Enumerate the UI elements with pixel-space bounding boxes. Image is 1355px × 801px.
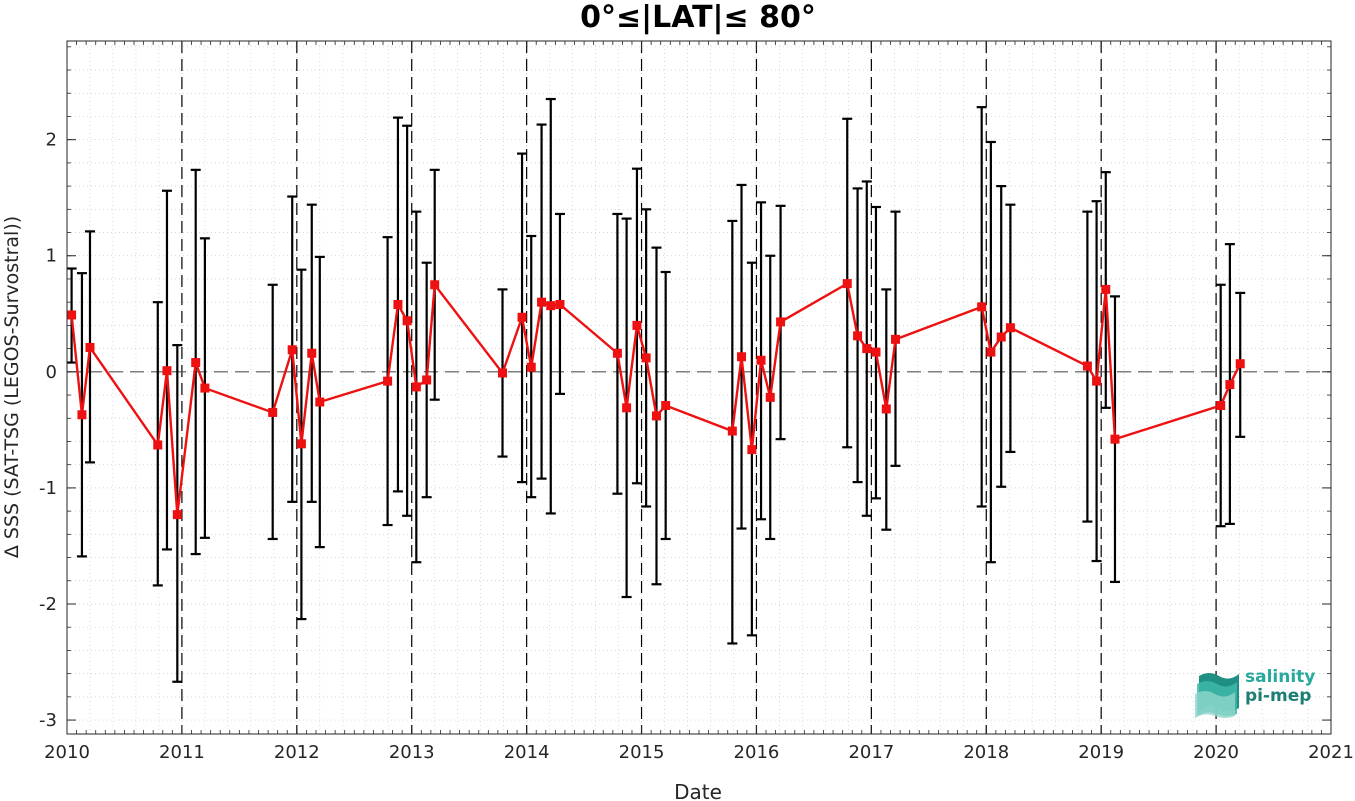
data-markers	[67, 279, 1245, 520]
data-point	[727, 426, 737, 436]
data-point	[162, 366, 172, 376]
data-point	[430, 280, 440, 290]
x-tick-label: 2017	[848, 742, 894, 763]
data-point	[1005, 323, 1015, 333]
y-tick-label: -1	[39, 478, 57, 499]
data-point	[200, 383, 210, 393]
data-point	[996, 332, 1006, 342]
year-divider-lines	[181, 41, 1217, 734]
data-point	[737, 352, 747, 362]
data-point	[287, 345, 297, 355]
y-tick-label: -3	[39, 710, 57, 731]
data-point	[172, 510, 182, 520]
x-tick-label: 2018	[963, 742, 1009, 763]
data-point	[651, 411, 661, 421]
data-point	[1216, 400, 1226, 410]
y-tick-label: 2	[46, 130, 57, 151]
data-point	[296, 439, 306, 449]
data-point	[871, 347, 881, 357]
data-point	[393, 300, 403, 310]
data-point	[77, 410, 87, 420]
logo-line-1: salinity	[1245, 667, 1316, 687]
data-point	[977, 302, 987, 312]
data-point	[661, 400, 671, 410]
data-point	[153, 440, 163, 450]
data-point	[315, 397, 325, 407]
x-tick-label: 2010	[44, 742, 90, 763]
data-point	[1235, 359, 1245, 369]
tick-labels: 2010 2011 2012 2013 2014 2015 2016 2017 2018 2019…	[39, 130, 1354, 763]
data-point	[881, 404, 891, 414]
y-tick-label: 0	[46, 362, 57, 383]
y-axis-label: Δ SSS (SAT-TSG (LEGOS-Survostral))	[1, 216, 23, 558]
data-point	[756, 355, 766, 365]
data-point	[498, 368, 508, 378]
x-tick-label: 2020	[1193, 742, 1239, 763]
data-point	[555, 300, 565, 310]
data-point	[842, 279, 852, 289]
data-point	[526, 362, 536, 372]
data-point	[747, 445, 757, 455]
data-point	[986, 347, 996, 357]
data-point	[85, 342, 95, 352]
x-tick-label: 2014	[504, 742, 550, 763]
data-point	[67, 310, 77, 320]
data-point	[1110, 434, 1120, 444]
data-point	[537, 297, 547, 307]
chart-title: 0°≤|LAT|≤ 80°	[580, 0, 816, 35]
data-point	[307, 348, 317, 358]
data-point	[411, 382, 421, 392]
x-tick-label: 2016	[734, 742, 780, 763]
data-point	[1225, 380, 1235, 390]
x-tick-label: 2013	[389, 742, 435, 763]
data-point	[641, 353, 651, 363]
data-point	[383, 376, 393, 386]
data-point	[1101, 284, 1111, 294]
data-point	[546, 301, 556, 311]
salinity-pimep-logo: salinity pi-mep	[1195, 668, 1335, 718]
x-axis-label: Date	[674, 780, 722, 801]
x-tick-label: 2021	[1308, 742, 1354, 763]
plot-frame	[66, 40, 1332, 735]
data-point	[1082, 361, 1092, 371]
grid-lines	[66, 41, 1332, 734]
y-tick-label: -2	[39, 594, 57, 615]
axis-ticks	[66, 41, 1332, 734]
data-point	[622, 403, 632, 413]
data-point	[517, 312, 527, 322]
x-tick-label: 2012	[274, 742, 320, 763]
data-point	[776, 317, 786, 327]
y-tick-label: 1	[46, 246, 57, 267]
data-point	[422, 375, 432, 385]
x-tick-label: 2011	[159, 742, 205, 763]
data-point	[765, 392, 775, 402]
data-point	[853, 331, 863, 341]
data-point	[862, 344, 872, 354]
wave-logo-icon	[1195, 673, 1239, 718]
data-point	[191, 358, 201, 368]
x-tick-label: 2015	[619, 742, 665, 763]
data-point	[612, 348, 622, 358]
data-point	[1092, 376, 1102, 386]
data-point	[632, 320, 642, 330]
logo-line-2: pi-mep	[1245, 686, 1312, 706]
data-point	[402, 316, 412, 326]
data-point	[890, 334, 900, 344]
data-point	[268, 407, 278, 417]
x-tick-label: 2019	[1078, 742, 1124, 763]
